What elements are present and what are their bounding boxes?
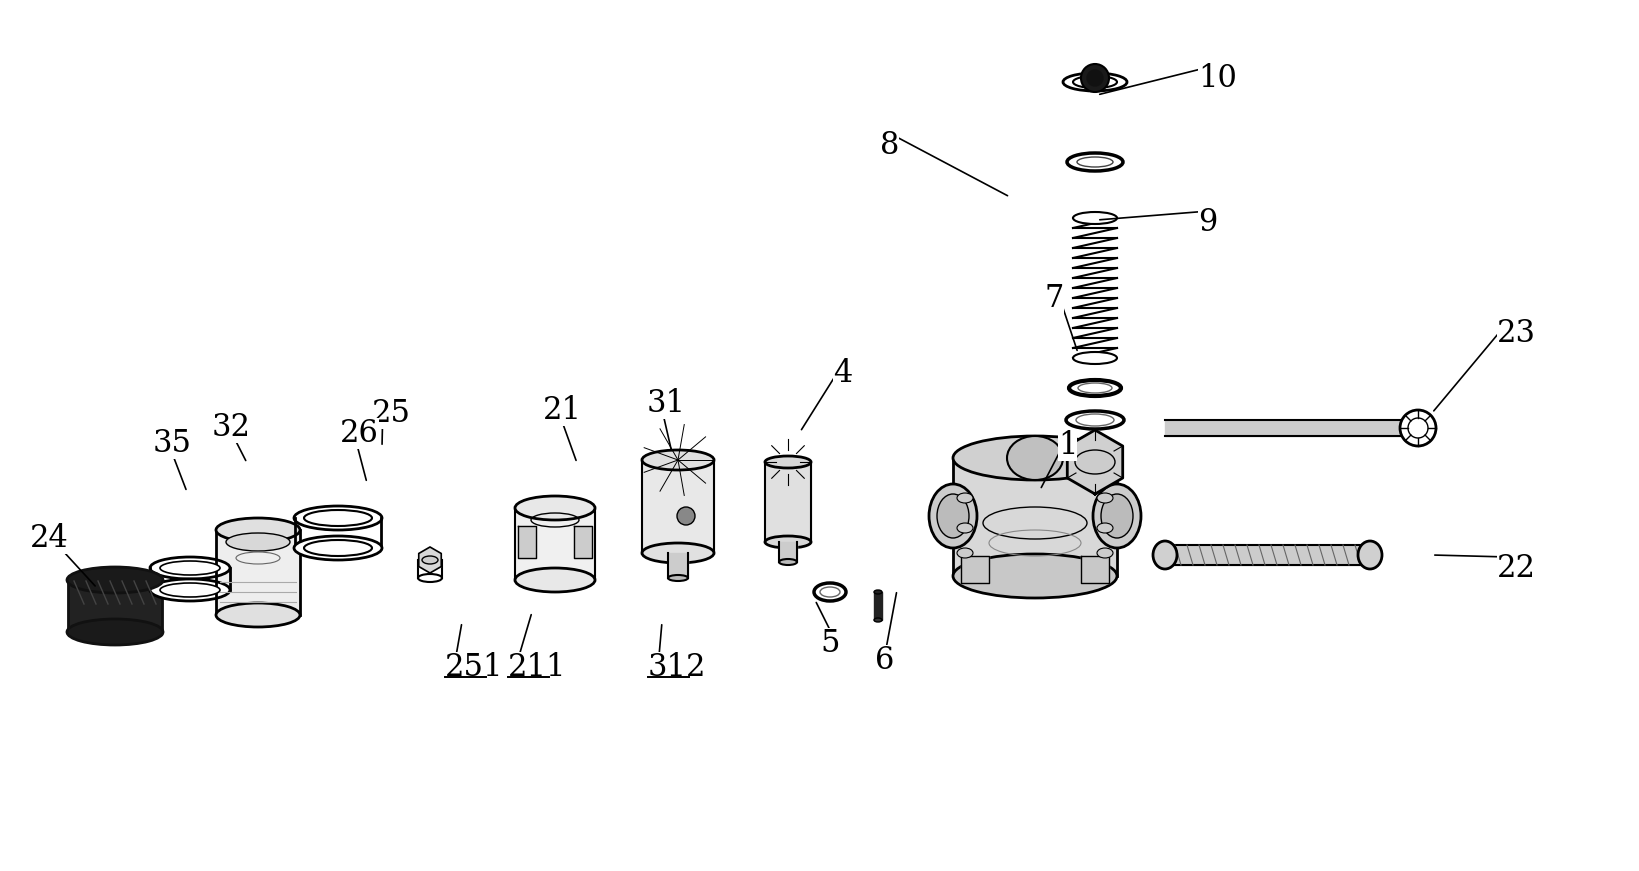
Ellipse shape — [874, 590, 882, 594]
Text: 312: 312 — [647, 652, 706, 683]
Polygon shape — [418, 547, 441, 573]
Ellipse shape — [1065, 411, 1123, 429]
Text: 35: 35 — [152, 428, 192, 459]
Text: 1: 1 — [1057, 430, 1077, 461]
Ellipse shape — [952, 554, 1116, 598]
Ellipse shape — [293, 536, 382, 560]
Text: 9: 9 — [1196, 207, 1216, 238]
Ellipse shape — [1100, 494, 1133, 538]
Text: 22: 22 — [1496, 553, 1536, 584]
Polygon shape — [952, 458, 1116, 576]
Ellipse shape — [1067, 153, 1123, 171]
Polygon shape — [1164, 545, 1369, 565]
Ellipse shape — [515, 496, 595, 520]
Ellipse shape — [1069, 380, 1121, 396]
Polygon shape — [216, 530, 300, 615]
Ellipse shape — [1072, 212, 1116, 224]
Text: 211: 211 — [508, 652, 565, 683]
Ellipse shape — [161, 561, 220, 575]
Circle shape — [1400, 410, 1436, 446]
Ellipse shape — [641, 450, 713, 470]
Ellipse shape — [1062, 73, 1126, 91]
Ellipse shape — [874, 618, 882, 622]
Ellipse shape — [1152, 541, 1177, 569]
Ellipse shape — [952, 436, 1116, 480]
Ellipse shape — [779, 559, 797, 565]
Ellipse shape — [216, 518, 300, 542]
Ellipse shape — [1092, 484, 1141, 548]
Ellipse shape — [67, 619, 162, 645]
Ellipse shape — [293, 506, 382, 530]
Ellipse shape — [1096, 493, 1113, 503]
Ellipse shape — [928, 484, 977, 548]
Text: 21: 21 — [543, 395, 582, 426]
Ellipse shape — [677, 507, 695, 525]
Polygon shape — [641, 460, 713, 553]
Ellipse shape — [226, 533, 290, 551]
Ellipse shape — [161, 583, 220, 597]
Ellipse shape — [667, 575, 688, 581]
Polygon shape — [515, 508, 595, 580]
Polygon shape — [1164, 420, 1400, 436]
Ellipse shape — [764, 536, 811, 548]
Ellipse shape — [303, 540, 372, 556]
Ellipse shape — [421, 556, 438, 564]
Polygon shape — [518, 526, 536, 558]
Ellipse shape — [149, 579, 229, 601]
Ellipse shape — [1072, 76, 1116, 88]
Ellipse shape — [641, 543, 713, 563]
Text: 10: 10 — [1196, 63, 1236, 94]
Ellipse shape — [957, 493, 972, 503]
Polygon shape — [1080, 556, 1108, 583]
Text: 24: 24 — [30, 523, 69, 554]
Text: 26: 26 — [339, 418, 379, 449]
Text: 25: 25 — [372, 398, 411, 429]
Ellipse shape — [936, 494, 969, 538]
Ellipse shape — [764, 456, 811, 468]
Text: 31: 31 — [647, 388, 685, 419]
Circle shape — [1080, 64, 1108, 92]
Text: 23: 23 — [1496, 318, 1536, 349]
Ellipse shape — [1357, 541, 1382, 569]
Ellipse shape — [1096, 523, 1113, 533]
Ellipse shape — [303, 510, 372, 526]
Text: 8: 8 — [880, 130, 898, 161]
Text: 4: 4 — [833, 358, 852, 389]
Ellipse shape — [515, 568, 595, 592]
Text: 5: 5 — [820, 628, 839, 659]
Ellipse shape — [957, 548, 972, 558]
Polygon shape — [67, 580, 162, 635]
Ellipse shape — [957, 523, 972, 533]
Ellipse shape — [1096, 548, 1113, 558]
Polygon shape — [574, 526, 592, 558]
Polygon shape — [1067, 430, 1123, 494]
Ellipse shape — [1072, 352, 1116, 364]
Ellipse shape — [149, 557, 229, 579]
Polygon shape — [764, 462, 811, 542]
Ellipse shape — [1006, 436, 1062, 480]
Text: 6: 6 — [875, 645, 893, 676]
Circle shape — [1087, 70, 1103, 86]
Ellipse shape — [418, 574, 443, 582]
Text: 7: 7 — [1044, 283, 1064, 314]
Text: 251: 251 — [444, 652, 503, 683]
Ellipse shape — [67, 567, 162, 593]
Polygon shape — [779, 542, 797, 562]
Polygon shape — [667, 553, 688, 578]
Polygon shape — [960, 556, 988, 583]
Ellipse shape — [1074, 450, 1115, 474]
Text: 32: 32 — [211, 412, 251, 443]
Ellipse shape — [216, 603, 300, 627]
Polygon shape — [874, 592, 882, 620]
